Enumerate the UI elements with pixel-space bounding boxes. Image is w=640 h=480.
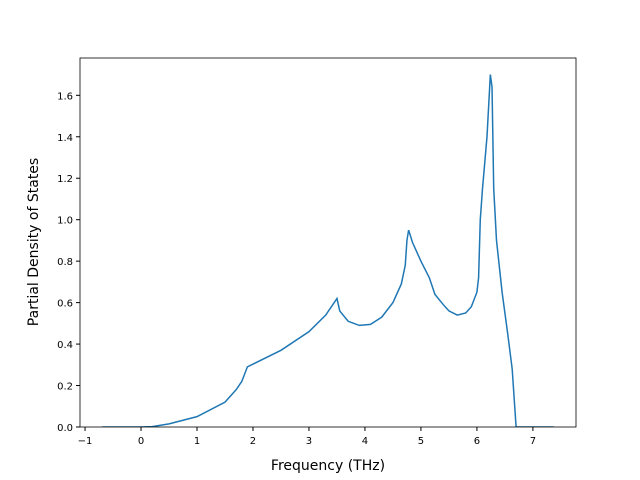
x-tick-label: 0 <box>138 436 144 447</box>
y-tick-label: 0.0 <box>57 423 73 434</box>
x-tick-label: 5 <box>418 436 424 447</box>
x-tick-label: 7 <box>530 436 536 447</box>
y-tick-label: 0.6 <box>57 299 73 310</box>
x-tick-label: 6 <box>474 436 480 447</box>
data-line <box>102 74 554 427</box>
y-tick-label: 1.0 <box>57 216 73 227</box>
x-tick-label: 3 <box>306 436 312 447</box>
y-tick-label: 0.4 <box>57 340 73 351</box>
y-tick-label: 1.4 <box>57 133 73 144</box>
plot-frame <box>79 57 577 428</box>
y-tick-label: 0.2 <box>57 382 73 393</box>
y-axis-label: Partial Density of States <box>26 158 42 326</box>
y-tick-label: 1.6 <box>57 91 73 102</box>
x-tick-label: 4 <box>362 436 368 447</box>
x-tick-label: 2 <box>250 436 256 447</box>
y-tick-label: 1.2 <box>57 174 73 185</box>
y-tick-label: 0.8 <box>57 257 73 268</box>
x-tick-label: −1 <box>78 436 93 447</box>
x-tick-label: 1 <box>194 436 200 447</box>
x-axis-label: Frequency (THz) <box>271 458 385 474</box>
